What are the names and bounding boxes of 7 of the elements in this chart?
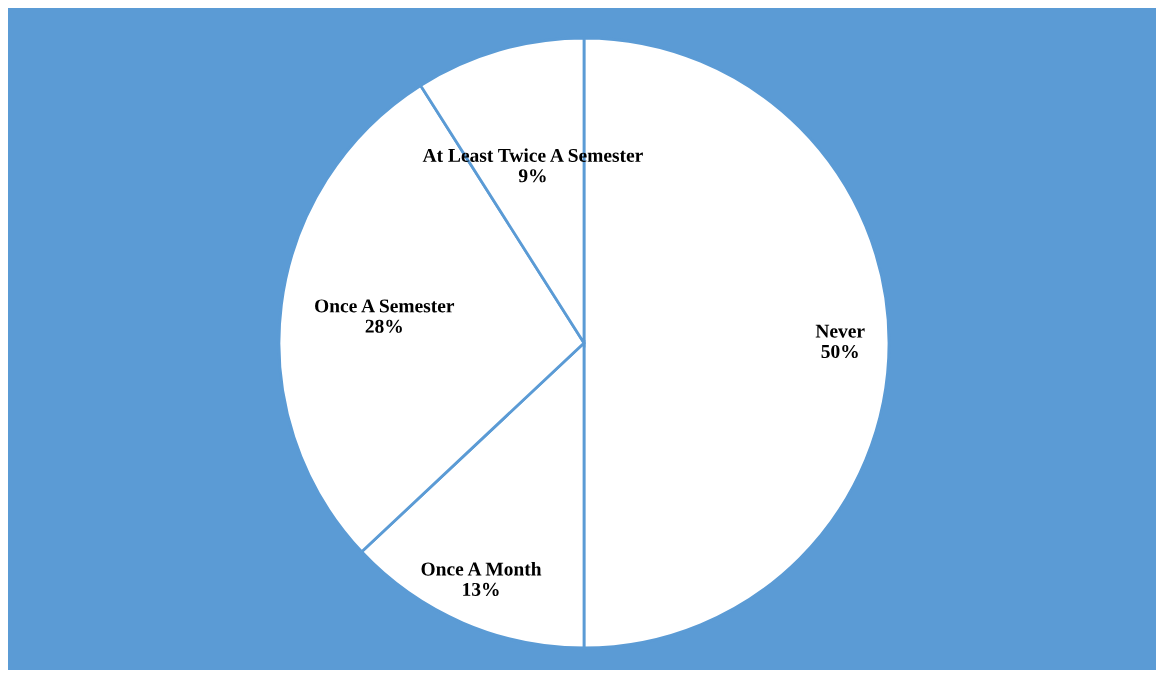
data-label: 13% [463,582,499,597]
slice-label: Once A Month [421,561,542,576]
data-label: 50% [821,344,858,359]
data-label: 9% [518,169,546,183]
data-label: 28% [365,319,402,333]
slice-label: Once A Semester [315,299,455,313]
slice-label: Never [815,324,865,338]
